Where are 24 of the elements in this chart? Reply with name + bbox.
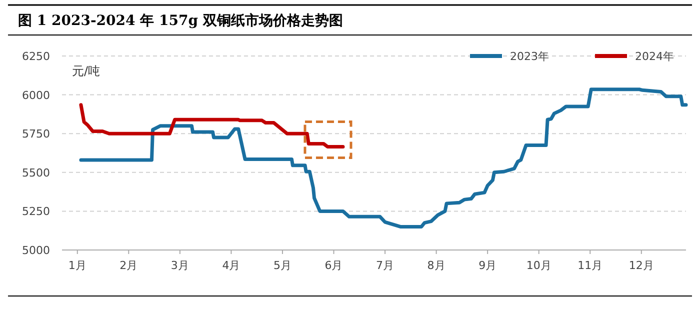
x-tick-label: 6月 [324,259,343,272]
y-axis-title: 元/吨 [72,64,100,78]
y-tick-label: 6250 [22,50,50,63]
y-tick-label: 5750 [22,128,50,141]
x-tick-label: 5月 [273,259,292,272]
x-tick-label: 8月 [427,259,446,272]
x-tick-label: 11月 [578,259,603,272]
legend-label: 2024年 [635,50,674,63]
x-tick-label: 10月 [526,259,552,272]
x-tick-label: 2月 [120,259,138,272]
x-tick-label: 1月 [68,259,86,272]
y-tick-label: 6000 [22,88,50,102]
x-tick-label: 7月 [376,259,394,272]
x-tick-label: 4月 [222,259,240,272]
chart-title: 图 1 2023-2024 年 157g 双铜纸市场价格走势图 [18,12,343,29]
y-tick-label: 5250 [22,205,50,218]
line-series [79,88,688,228]
line-series [79,103,345,149]
y-tick-label: 5500 [22,166,50,180]
x-tick-label: 12月 [628,259,654,272]
x-tick-label: 9月 [478,259,497,272]
x-tick-label: 3月 [170,259,189,272]
y-tick-label: 5000 [22,244,50,257]
legend-label: 2023年 [510,50,549,63]
